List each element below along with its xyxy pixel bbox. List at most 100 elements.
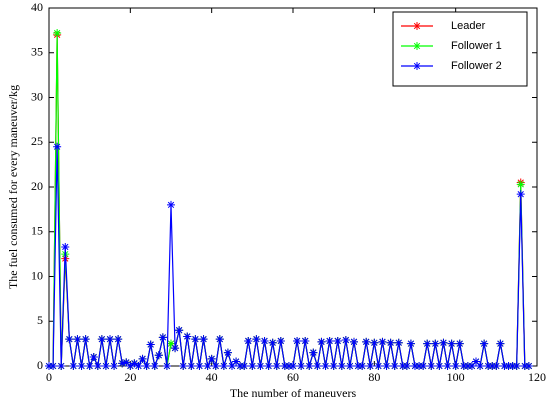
- point-marker: [118, 359, 127, 368]
- legend-marker: [413, 42, 421, 50]
- point-marker: [195, 362, 204, 370]
- point-marker: [390, 362, 399, 370]
- point-marker: [341, 336, 350, 345]
- point-marker: [150, 362, 159, 370]
- point-marker: [215, 335, 224, 344]
- point-marker: [427, 362, 436, 370]
- point-marker: [508, 362, 517, 370]
- x-tick-label: 40: [206, 370, 218, 384]
- point-marker: [142, 362, 151, 370]
- point-marker: [492, 362, 501, 370]
- y-tick-label: 15: [31, 224, 43, 238]
- legend-box: [392, 11, 528, 87]
- point-marker: [451, 362, 460, 370]
- point-marker: [49, 362, 58, 370]
- point-marker: [504, 362, 513, 370]
- point-marker: [309, 348, 318, 357]
- point-marker: [394, 338, 403, 347]
- point-marker: [240, 362, 249, 370]
- point-marker: [106, 335, 114, 344]
- point-marker: [69, 362, 78, 370]
- point-marker: [435, 362, 444, 370]
- point-marker: [358, 362, 367, 370]
- point-marker: [175, 326, 184, 335]
- point-marker: [333, 336, 342, 345]
- point-marker: [459, 362, 468, 370]
- point-marker: [171, 344, 180, 353]
- point-marker: [199, 335, 208, 344]
- point-marker: [167, 200, 175, 209]
- point-marker: [77, 362, 86, 370]
- point-marker: [500, 362, 509, 370]
- point-marker: [463, 362, 472, 370]
- point-marker: [447, 339, 456, 348]
- point-marker: [439, 338, 448, 347]
- legend-label: Follower 1: [451, 40, 502, 52]
- y-tick-label: 30: [31, 89, 43, 103]
- y-tick-label: 35: [31, 45, 43, 59]
- point-marker: [85, 362, 94, 370]
- point-marker: [321, 362, 330, 370]
- point-marker: [345, 362, 354, 370]
- point-marker: [236, 362, 245, 370]
- point-marker: [122, 358, 131, 367]
- point-marker: [350, 337, 358, 346]
- point-marker: [244, 336, 253, 345]
- point-marker: [293, 336, 302, 345]
- y-tick-label: 10: [31, 268, 43, 282]
- point-marker: [167, 339, 175, 348]
- point-marker: [476, 362, 485, 370]
- point-marker: [81, 335, 90, 344]
- point-marker: [419, 362, 428, 370]
- point-marker: [219, 362, 228, 370]
- point-marker: [337, 362, 346, 370]
- point-marker: [268, 338, 277, 347]
- legend: Leader Follower 1 Follower 2: [392, 11, 528, 87]
- point-marker: [512, 362, 521, 370]
- point-marker: [366, 362, 375, 370]
- point-marker: [65, 335, 74, 344]
- point-marker: [130, 359, 139, 368]
- legend-label: Leader: [451, 20, 486, 32]
- point-marker: [398, 362, 407, 370]
- point-marker: [415, 362, 424, 370]
- point-marker: [114, 335, 123, 344]
- point-marker: [134, 362, 143, 370]
- x-tick-label: 80: [368, 370, 380, 384]
- point-marker: [325, 336, 334, 345]
- point-marker: [276, 336, 285, 345]
- point-marker: [472, 357, 480, 366]
- point-marker: [524, 362, 533, 370]
- point-marker: [158, 333, 167, 342]
- point-marker: [406, 339, 415, 348]
- point-marker: [53, 142, 62, 151]
- point-marker: [162, 362, 171, 370]
- point-marker: [496, 339, 505, 348]
- point-marker: [126, 362, 135, 370]
- point-marker: [89, 353, 98, 362]
- point-marker: [516, 180, 525, 189]
- point-marker: [411, 362, 419, 370]
- point-marker: [289, 362, 297, 370]
- x-tick-label: 120: [528, 370, 546, 384]
- point-marker: [386, 338, 395, 347]
- point-marker: [223, 348, 232, 357]
- point-marker: [455, 339, 464, 348]
- point-marker: [264, 362, 273, 370]
- point-marker: [110, 362, 119, 370]
- point-marker: [207, 354, 216, 363]
- point-marker: [203, 362, 212, 370]
- point-marker: [187, 362, 196, 370]
- point-marker: [516, 190, 525, 199]
- legend-marker: [413, 22, 421, 30]
- point-marker: [179, 362, 188, 370]
- point-marker: [297, 362, 306, 370]
- point-marker: [382, 362, 391, 370]
- point-marker: [248, 362, 257, 370]
- point-marker: [374, 362, 383, 370]
- x-tick-label: 100: [447, 370, 465, 384]
- point-marker: [301, 336, 310, 345]
- y-tick-label: 20: [31, 179, 43, 193]
- point-marker: [484, 362, 493, 370]
- point-marker: [284, 362, 293, 370]
